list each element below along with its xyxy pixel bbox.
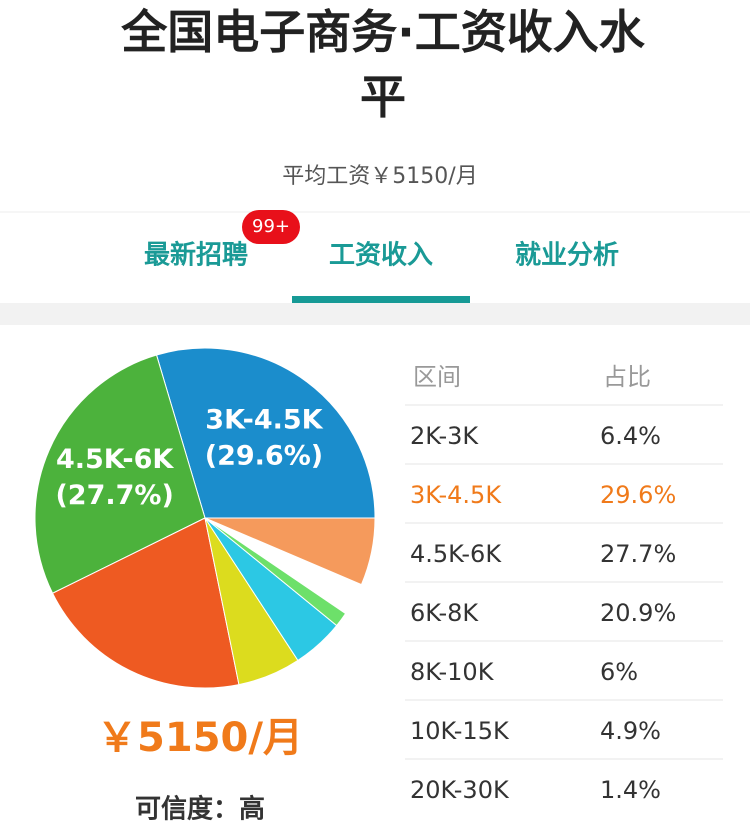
slice-label: 3K-4.5K: [205, 404, 323, 435]
range-cell: 6K-8K: [410, 599, 479, 627]
badge: [242, 210, 300, 244]
table-header: 区间: [413, 363, 461, 391]
percent-cell: 4.9%: [600, 717, 661, 745]
percent-cell: 1.4%: [600, 776, 661, 804]
salary: ￥5150/月: [97, 715, 303, 761]
percent-cell: 6.4%: [600, 422, 661, 450]
range-cell: 20K-30K: [410, 776, 510, 804]
range-cell: 4.5K-6K: [410, 540, 502, 568]
slice-label: 4.5K-6K: [56, 444, 174, 475]
separator: [0, 303, 750, 325]
range-cell: 10K-15K: [410, 717, 510, 745]
range-cell: 8K-10K: [410, 658, 495, 686]
subtitle: 平均工资￥5150/月: [282, 164, 477, 189]
tab-active[interactable]: 工资收入: [329, 241, 433, 271]
tab-indicator: [292, 296, 470, 303]
slice-percent: (27.7%): [55, 480, 173, 511]
range-cell: 3K-4.5K: [410, 481, 502, 509]
pie: 3K-4.5K (29.6%) 4.5K-6K (27.7%): [34, 347, 376, 689]
percent-cell: 20.9%: [600, 599, 676, 627]
tab[interactable]: 就业分析: [515, 241, 619, 271]
range-cell: 2K-3K: [410, 422, 479, 450]
percent-cell: 29.6%: [600, 481, 676, 509]
credibility: 可信度：高: [135, 794, 265, 822]
tab[interactable]: 最新招聘: [144, 240, 248, 271]
percent-cell: 27.7%: [600, 540, 676, 568]
title: 全国电子商务·工资收入水平: [120, 5, 645, 124]
percent-cell: 6%: [600, 658, 638, 686]
pie-slice: [34, 354, 206, 594]
table: 2K-3K 6.4% 3K-4.5K 29.6% 4.5K-6K 27.7% 6K-8K 20…: [405, 404, 723, 804]
pie-slice: [51, 517, 240, 689]
pie-slice: [204, 517, 347, 627]
badge-text: 99+: [252, 216, 290, 237]
pie-slice: [155, 347, 376, 519]
table-header: 占比: [603, 363, 651, 391]
slice-percent: (29.6%): [205, 440, 323, 471]
